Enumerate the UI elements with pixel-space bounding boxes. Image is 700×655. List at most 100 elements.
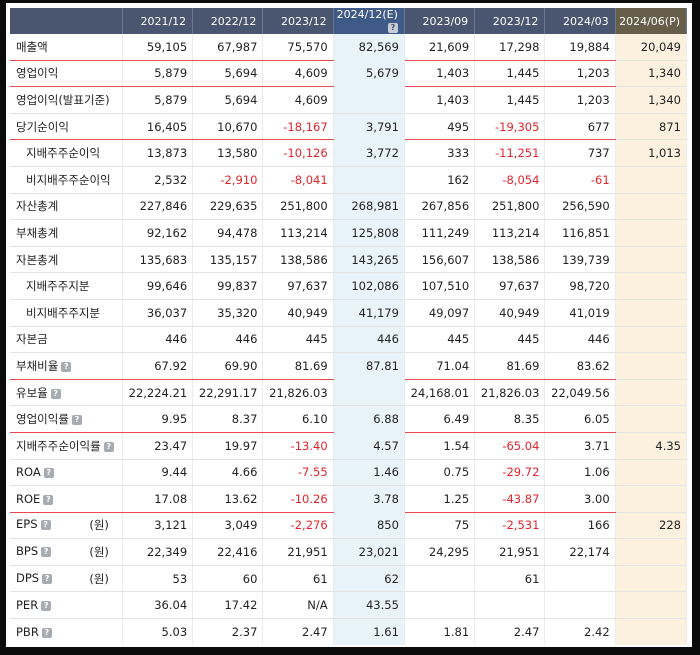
question-mark-icon[interactable]: ?	[40, 520, 51, 531]
question-mark-icon[interactable]: ?	[387, 23, 398, 33]
question-mark-icon[interactable]: ?	[41, 547, 52, 558]
table-row: BPS? (원) 22,349 22,416 21,951 23,021 24,295 21,…	[10, 538, 688, 566]
header-corner	[10, 8, 123, 34]
question-mark-icon[interactable]: ?	[61, 361, 72, 372]
table-cell	[404, 591, 476, 620]
table-cell: 82,569	[333, 34, 405, 61]
table-cell: 251,800	[474, 193, 546, 221]
table-cell: 2.37	[192, 618, 264, 645]
question-mark-icon[interactable]: ?	[43, 494, 54, 505]
table-cell: N/A	[262, 591, 334, 620]
table-row: 영업이익률? 9.95 8.37 6.10 6.88 6.49 8.35 6.05	[10, 405, 688, 433]
table-cell: 8.37	[192, 405, 264, 433]
table-cell: 229,635	[192, 193, 264, 221]
table-cell: 9.95	[122, 405, 194, 433]
row-label: 부채비율?	[10, 352, 123, 380]
table-cell	[615, 272, 688, 300]
table-cell: 156,607	[404, 246, 476, 274]
row-label: 부채총계	[10, 219, 123, 247]
row-label: 지배주주순이익률?	[10, 432, 123, 460]
row-label: 영업이익률?	[10, 405, 123, 433]
table-cell: 4.57	[333, 432, 405, 460]
table-cell: 107,510	[404, 272, 476, 300]
table-cell: 1.25	[404, 485, 476, 513]
table-cell: 67,987	[192, 34, 264, 61]
table-row: 당기순이익 16,405 10,670 -18,167 3,791 495 -19,305 6…	[10, 113, 688, 141]
row-label-text: 자산총계	[16, 199, 59, 214]
table-cell: 5,879	[122, 60, 194, 88]
table-cell: 227,846	[122, 193, 194, 221]
question-mark-icon[interactable]: ?	[41, 601, 52, 612]
table-row: 지배주주순이익률? 23.47 19.97 -13.40 4.57 1.54 -65.04 3…	[10, 432, 688, 460]
table-cell	[615, 459, 688, 487]
table-cell: 10,670	[192, 113, 264, 141]
table-cell: 16,405	[122, 113, 194, 141]
row-label-text: 지배주주지분	[26, 279, 90, 294]
question-mark-icon[interactable]: ?	[71, 415, 82, 426]
row-label-text: 당기순이익	[16, 119, 69, 134]
table-cell: 2.47	[474, 618, 546, 645]
table-cell	[333, 166, 405, 194]
table-cell: 71.04	[404, 352, 476, 380]
row-label-text: 비지배주주지분	[26, 305, 101, 320]
table-cell: 445	[474, 326, 546, 354]
table-cell: -10,126	[262, 139, 334, 167]
table-cell: 21,826.03	[474, 379, 546, 407]
table-cell: 1.46	[333, 459, 405, 487]
table-cell: 1.54	[404, 432, 476, 460]
row-label-text: 지배주주순이익률	[16, 438, 101, 453]
table-row: 자본금 446 446 445 446 445 445 446	[10, 326, 688, 354]
table-cell: 41,019	[544, 299, 616, 327]
row-label: 비지배주주순이익	[10, 166, 123, 194]
row-label: DPS? (원)	[10, 565, 123, 593]
table-cell: 1,445	[474, 60, 546, 88]
table-cell: -7.55	[262, 459, 334, 487]
table-cell: 22,291.17	[192, 379, 264, 407]
table-cell: 113,214	[474, 219, 546, 247]
table-cell: 36,037	[122, 299, 194, 327]
column-header: 2024/03	[544, 8, 616, 34]
table-cell: 677	[544, 113, 616, 141]
table-cell: 0.75	[404, 459, 476, 487]
table-cell: 139,739	[544, 246, 616, 274]
table-cell: 871	[615, 113, 688, 141]
question-mark-icon[interactable]: ?	[50, 388, 61, 399]
table-row: PBR? 5.03 2.37 2.47 1.61 1.81 2.47 2.42	[10, 618, 688, 645]
table-cell: 5,694	[192, 86, 264, 114]
table-cell: 13,873	[122, 139, 194, 167]
question-mark-icon[interactable]: ?	[41, 627, 52, 638]
row-label-text: 비지배주주순이익	[26, 172, 111, 187]
table-cell: 21,609	[404, 34, 476, 61]
table-cell: 22,224.21	[122, 379, 194, 407]
row-label: 자본금	[10, 326, 123, 354]
table-cell	[615, 299, 688, 327]
table-cell: 102,086	[333, 272, 405, 300]
table-cell: 5,679	[333, 60, 405, 88]
row-label: 유보율?	[10, 379, 123, 407]
question-mark-icon[interactable]: ?	[43, 468, 54, 479]
row-label-text: 지배주주순이익	[26, 146, 101, 161]
question-mark-icon[interactable]: ?	[103, 441, 114, 452]
row-label: PBR?	[10, 618, 123, 645]
question-mark-icon[interactable]: ?	[42, 573, 53, 584]
table-cell: 36.04	[122, 591, 194, 620]
row-label-text: PER	[16, 598, 39, 613]
column-header-estimate[interactable]: 2024/12(E)?	[333, 8, 405, 34]
table-cell: 3.78	[333, 485, 405, 513]
row-label-text: 영업이익	[16, 66, 59, 81]
row-label: 자산총계	[10, 193, 123, 221]
table-cell	[615, 352, 688, 380]
row-label-text: 부채총계	[16, 225, 59, 240]
table-cell: 41,179	[333, 299, 405, 327]
row-label-text: 영업이익률	[16, 412, 69, 427]
table-cell: 138,586	[474, 246, 546, 274]
table-cell: 3.00	[544, 485, 616, 513]
table-cell: 143,265	[333, 246, 405, 274]
table-cell: 1,445	[474, 86, 546, 114]
table-cell: 1.06	[544, 459, 616, 487]
row-label: EPS? (원)	[10, 512, 123, 540]
table-cell: 21,951	[262, 538, 334, 566]
table-cell: 2.47	[262, 618, 334, 645]
table-cell: 3,772	[333, 139, 405, 167]
table-cell: 87.81	[333, 352, 405, 380]
